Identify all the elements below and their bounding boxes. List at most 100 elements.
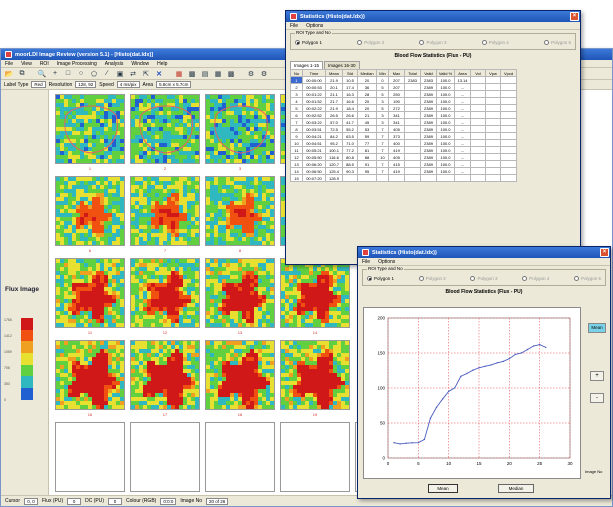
flux-image-thumbnail[interactable] — [280, 258, 350, 328]
column-header[interactable]: Max — [388, 69, 405, 77]
table-row[interactable]: 5 00:02:22 21.9 18.4 20 5 272 2389 100.0 -- — [290, 104, 517, 112]
graph-menu-file[interactable]: File — [362, 258, 371, 265]
flux-image-thumbnail[interactable] — [205, 176, 275, 246]
column-header[interactable]: Vpw — [485, 69, 501, 77]
main-menu-window[interactable]: Window — [131, 60, 150, 67]
main-menu-image-processing[interactable]: Image Processing — [56, 60, 97, 67]
flux-image-thumbnail[interactable] — [280, 340, 350, 410]
circle-roi-icon[interactable]: ○ — [78, 70, 84, 77]
table-row[interactable]: 10 00:04:51 95.2 71.0 77 7 400 2389 100.0 -- — [290, 139, 517, 147]
main-menu-file[interactable]: File — [5, 60, 14, 67]
close-icon[interactable]: × — [570, 12, 579, 21]
column-header[interactable]: Valid — [420, 69, 437, 77]
polygon-3-radio[interactable]: Polygon 3 — [419, 40, 446, 45]
flux-image-thumbnail[interactable] — [130, 176, 200, 246]
column-header[interactable]: Vpcd — [500, 69, 517, 77]
empty-image-slot[interactable] — [55, 422, 125, 492]
main-menu-analysis[interactable]: Analysis — [104, 60, 124, 67]
table-row[interactable]: 15 00:07:20 128.9 — [290, 174, 517, 182]
flux-image-thumbnail[interactable] — [205, 258, 275, 328]
delete-icon[interactable]: ✕ — [156, 70, 162, 78]
column-header[interactable]: Vol — [470, 69, 486, 77]
empty-image-slot[interactable] — [130, 422, 200, 492]
stats-titlebar[interactable]: Statistics (Histo(dat.ldx)) × — [286, 11, 580, 22]
move-icon[interactable]: ⇄ — [130, 70, 136, 78]
median-button[interactable]: Median — [498, 484, 534, 493]
table-row[interactable]: 3 00:01:22 21.1 16.3 28 5 250 2389 100.0 -- — [290, 90, 517, 98]
column-header[interactable]: Mean — [325, 69, 343, 77]
report-icon[interactable]: ▦ — [214, 70, 222, 78]
label-type-select[interactable]: Red — [31, 81, 46, 88]
graph-menu-options[interactable]: Options — [378, 258, 396, 265]
polygon-4-radio[interactable]: Polygon 4 — [522, 276, 549, 281]
column-header[interactable]: Std — [342, 69, 358, 77]
table-row[interactable]: 7 00:03:22 57.0 41.7 45 3 341 2389 100.0 -- — [290, 118, 517, 126]
open-icon[interactable]: 📂 — [4, 70, 14, 78]
line-icon[interactable]: ∕ — [106, 70, 108, 77]
close-icon[interactable]: × — [600, 248, 609, 257]
column-header[interactable]: Area — [454, 69, 471, 77]
tab-images-2[interactable]: Images 16-30 — [324, 61, 360, 69]
table-row[interactable]: 1 00:00:00 21.9 10.5 20 0 207 2383 2383 100.0 13.1… — [290, 76, 517, 84]
table-row[interactable]: 12 00:05:50 116.6 80.8 88 10 405 2389 100.0 -- — [290, 153, 517, 161]
tab-images-1[interactable]: Images 1-15 — [290, 61, 324, 69]
flux-image-thumbnail[interactable] — [55, 340, 125, 410]
select-icon[interactable]: ⇱ — [143, 70, 149, 78]
tools-icon[interactable]: ⚙ — [247, 70, 255, 78]
bar-chart-icon[interactable]: ▩ — [188, 70, 196, 78]
frame-icon[interactable]: ▣ — [116, 70, 124, 78]
table-row[interactable]: 6 00:02:52 26.5 26.6 21 3 341 2389 100.0 -- — [290, 111, 517, 119]
zoom-in-button[interactable]: + — [590, 371, 604, 381]
flux-image-thumbnail[interactable] — [130, 258, 200, 328]
column-header[interactable]: No — [290, 69, 303, 77]
polygon-5-radio[interactable]: Polygon 5 — [573, 276, 601, 281]
statistics-icon[interactable]: ▦ — [175, 70, 183, 78]
table-cell — [500, 146, 517, 154]
polygon-4-radio[interactable]: Polygon 4 — [481, 40, 509, 45]
table-row[interactable]: 11 00:05:21 100.1 77.2 81 7 419 2389 100.0 -- — [290, 146, 517, 154]
empty-image-slot[interactable] — [280, 422, 350, 492]
polygon-3-radio[interactable]: Polygon 3 — [470, 276, 497, 281]
polygon-1-radio[interactable]: Polygon 1 — [295, 40, 322, 45]
flux-image-thumbnail[interactable] — [130, 94, 200, 164]
column-header[interactable]: Min — [376, 69, 389, 77]
table-row[interactable]: 9 00:04:21 84.2 63.5 59 7 373 2389 100.0 -- — [290, 132, 517, 140]
polygon-roi-icon[interactable]: ⬠ — [90, 70, 98, 78]
zoom-icon[interactable]: 🔍 — [37, 70, 47, 78]
polygon-1-radio[interactable]: Polygon 1 — [367, 276, 394, 281]
polygon-5-radio[interactable]: Polygon 5 — [543, 40, 571, 45]
copy-icon[interactable]: ⧉ — [19, 69, 25, 77]
table-row[interactable]: 2 00:00:53 20.1 17.4 36 5 207 2389 100.0 -- — [290, 83, 517, 91]
main-menu-roi[interactable]: ROI — [39, 60, 49, 67]
table-row[interactable]: 14 00:06:50 125.4 90.3 95 7 419 2389 100.0 -- — [290, 167, 517, 175]
column-header[interactable]: Total — [404, 69, 421, 77]
flux-image-thumbnail[interactable] — [130, 340, 200, 410]
stats-menu-options[interactable]: Options — [306, 22, 324, 29]
polygon-2-radio[interactable]: Polygon 2 — [357, 40, 384, 45]
stats-menu-file[interactable]: File — [290, 22, 299, 29]
column-header[interactable]: Valid % — [436, 69, 455, 77]
settings-icon[interactable]: ⚙ — [260, 70, 268, 78]
flux-image-thumbnail[interactable] — [55, 258, 125, 328]
flux-image-thumbnail[interactable] — [205, 94, 275, 164]
image-number: 13 — [237, 330, 243, 335]
table-row[interactable]: 4 00:01:52 21.7 16.6 20 3 190 2389 100.0 -- — [290, 97, 517, 105]
flux-image-thumbnail[interactable] — [55, 94, 125, 164]
rectangle-roi-icon[interactable]: □ — [65, 70, 71, 77]
graph-titlebar[interactable]: Statistics (Histo(dat.ldx)) × — [358, 247, 610, 258]
column-header[interactable]: Time — [302, 69, 326, 77]
empty-image-slot[interactable] — [205, 422, 275, 492]
column-header[interactable]: Median — [357, 69, 377, 77]
crosshair-icon[interactable]: + — [52, 70, 58, 77]
palette-icon[interactable]: ▩ — [227, 70, 235, 78]
flux-image-thumbnail[interactable] — [55, 176, 125, 246]
table-row[interactable]: 13 00:06:20 120.7 88.5 91 7 415 2389 100.0 -- — [290, 160, 517, 168]
polygon-2-radio[interactable]: Polygon 2 — [418, 276, 446, 281]
table-row[interactable]: 8 00:03:51 72.5 55.2 53 7 405 2389 100.0 -- — [290, 125, 517, 133]
histogram-icon[interactable]: ▤ — [201, 70, 209, 78]
zoom-out-button[interactable]: - — [590, 393, 604, 403]
main-menu-help[interactable]: Help — [157, 60, 168, 67]
main-menu-view[interactable]: View — [21, 60, 32, 67]
flux-image-thumbnail[interactable] — [205, 340, 275, 410]
mean-button[interactable]: Mean — [428, 484, 458, 493]
